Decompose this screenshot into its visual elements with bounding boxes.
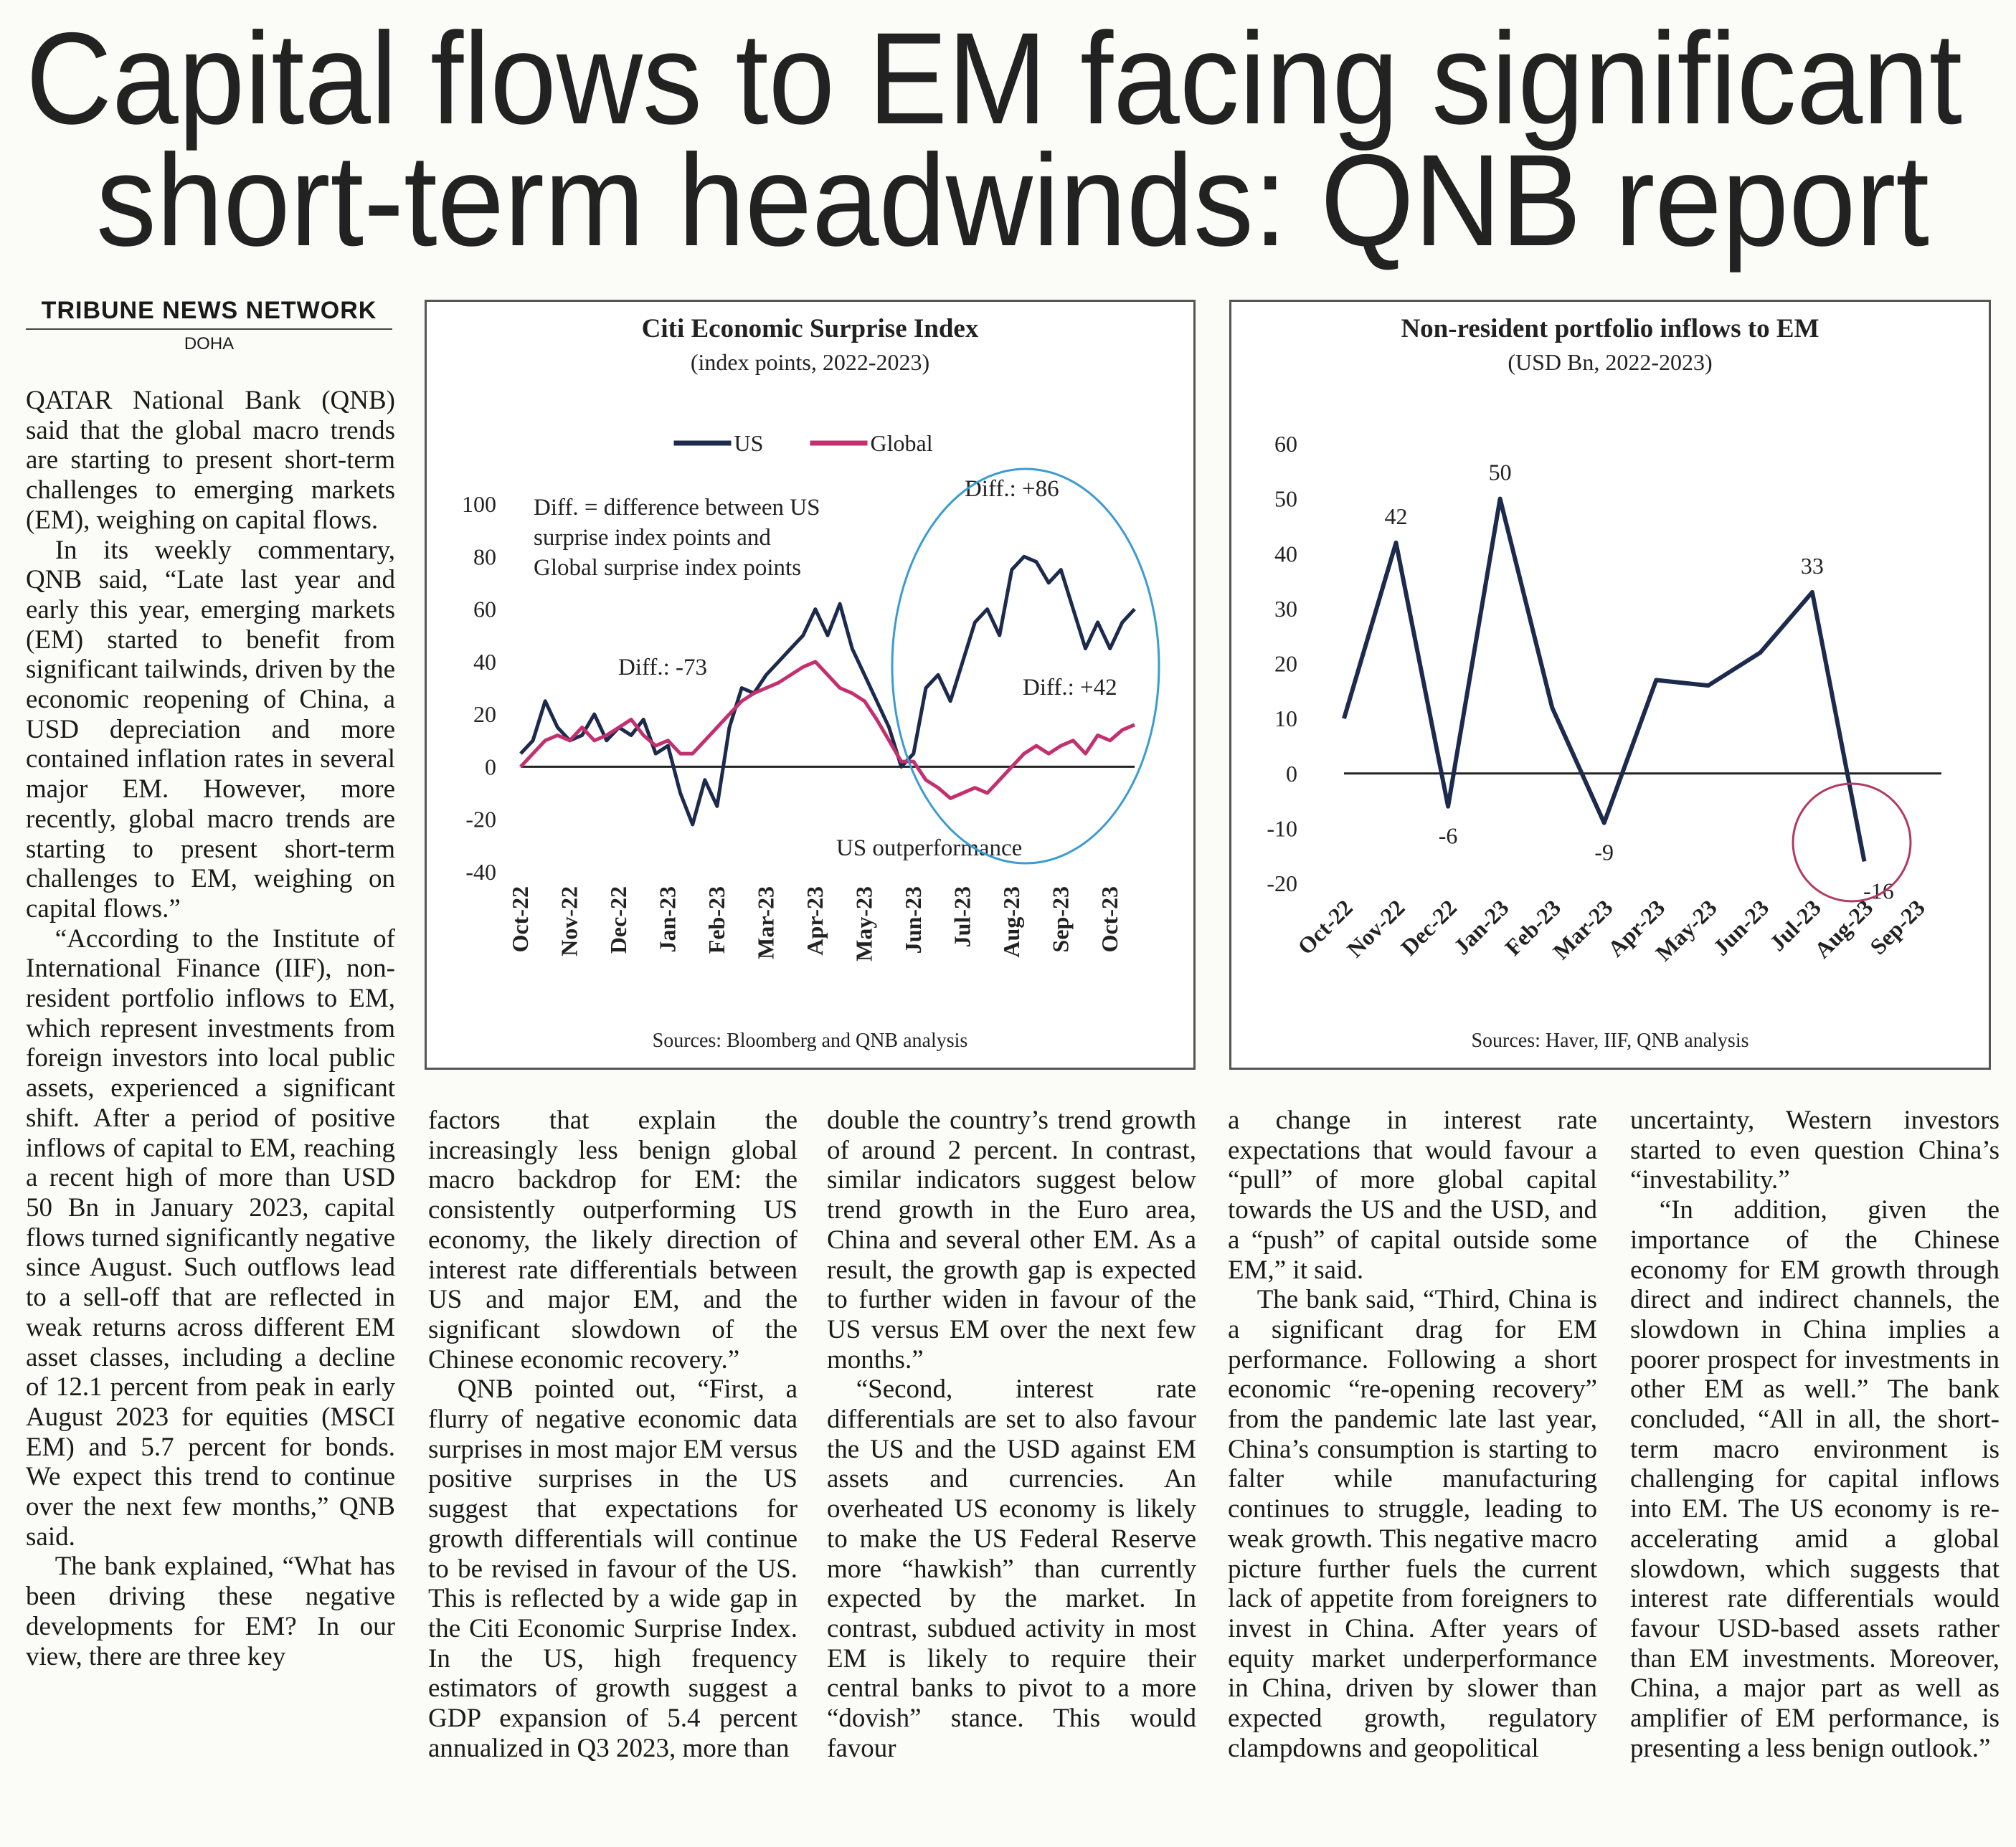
y-tick-label: -20 xyxy=(465,807,496,832)
y-tick-label: 60 xyxy=(473,597,496,622)
data-label: -9 xyxy=(1594,840,1614,865)
y-tick-label: 30 xyxy=(1274,596,1297,622)
x-tick-label: Aug-23 xyxy=(998,886,1024,958)
y-tick-label: 0 xyxy=(1286,761,1297,787)
y-tick-label: 10 xyxy=(1274,706,1297,731)
y-tick-label: 20 xyxy=(473,701,496,727)
annotation: Diff.: -73 xyxy=(618,655,707,680)
chart-subtitle: (index points, 2022-2023) xyxy=(691,349,929,375)
chart-source: Sources: Bloomberg and QNB analysis xyxy=(653,1030,968,1052)
data-line xyxy=(519,660,1135,800)
x-tick-label: Mar-23 xyxy=(752,886,778,959)
annotation: Diff.: +86 xyxy=(965,476,1059,502)
paragraph: In its weekly commentary, QNB said, “Lat… xyxy=(26,535,395,924)
paragraph: factors that explain the increasingly le… xyxy=(428,1106,798,1374)
data-label: -6 xyxy=(1439,823,1458,849)
y-tick-label: 20 xyxy=(1274,651,1297,677)
paragraph: a change in interest rate expectations t… xyxy=(1228,1106,1597,1285)
data-label: 50 xyxy=(1489,460,1512,485)
paragraph: QNB pointed out, “First, a flurry of neg… xyxy=(428,1374,798,1763)
x-tick-label: Jun-23 xyxy=(900,886,926,954)
y-tick-label: 60 xyxy=(1274,431,1297,457)
chart: Non-resident portfolio inflows to EM (USD… xyxy=(1229,300,1991,1070)
paragraph: The bank explained, “What has been drivi… xyxy=(26,1552,395,1671)
chart: Citi Economic Surprise Index (index point… xyxy=(425,300,1196,1070)
chart-title: Non-resident portfolio inflows to EM xyxy=(1401,314,1819,343)
x-tick-label: May-23 xyxy=(851,886,876,962)
x-tick-label: Feb-23 xyxy=(704,886,729,954)
paragraph: double the country’s trend growth of aro… xyxy=(827,1106,1196,1374)
highlight xyxy=(891,467,1160,865)
x-tick-label: Nov-22 xyxy=(556,886,582,956)
data-line xyxy=(519,554,1136,827)
x-tick-label: Jul-23 xyxy=(949,886,975,947)
annotation: surprise index points and xyxy=(534,525,771,551)
column: a change in interest rate expectations t… xyxy=(1228,1106,1597,1793)
legend-label: Global xyxy=(871,430,933,456)
y-tick-label: 0 xyxy=(485,754,496,779)
rule xyxy=(26,328,392,330)
headline-line: short-term headwinds: QNB report xyxy=(96,127,1929,272)
highlight xyxy=(1792,782,1912,903)
y-tick-label: 50 xyxy=(1274,486,1297,512)
chart-frame xyxy=(1229,300,1991,1070)
x-tick-label: Oct-22 xyxy=(507,886,533,952)
paragraph: The bank said, “Third, China is a signif… xyxy=(1228,1285,1597,1763)
x-tick-label: Oct-23 xyxy=(1097,886,1122,952)
x-tick-label: Jan-23 xyxy=(654,886,680,952)
column: double the country’s trend growth of aro… xyxy=(827,1106,1196,1793)
data-label: 33 xyxy=(1801,553,1824,579)
legend-label: US xyxy=(734,430,764,456)
paragraph: uncertainty, Western investors started t… xyxy=(1630,1106,2000,1195)
y-tick-label: -10 xyxy=(1267,815,1297,841)
y-tick-label: 40 xyxy=(473,649,496,675)
chart-title: Citi Economic Surprise Index xyxy=(642,314,979,343)
chart-source: Sources: Haver, IIF, QNB analysis xyxy=(1471,1030,1748,1052)
headline-line: Capital flows to EM facing significant xyxy=(26,5,1962,151)
byline: TRIBUNE NEWS NETWORK xyxy=(41,297,377,324)
chart-subtitle: (USD Bn, 2022-2023) xyxy=(1508,349,1712,375)
x-tick-label: Apr-23 xyxy=(802,886,828,956)
x-tick-label: Dec-22 xyxy=(605,886,631,954)
paragraph: “According to the Institute of Internati… xyxy=(26,924,395,1552)
y-tick-label: 80 xyxy=(473,543,496,569)
paragraph: QATAR National Bank (QNB) said that the … xyxy=(26,386,395,535)
y-tick-label: 100 xyxy=(462,491,496,517)
y-tick-label: -40 xyxy=(465,859,496,885)
paragraph: “Second, interest rate differentials are… xyxy=(827,1374,1196,1763)
paragraph: “In addition, given the importance of th… xyxy=(1630,1195,2000,1763)
chart-frame xyxy=(425,300,1196,1070)
x-tick-label: Sep-23 xyxy=(1047,886,1073,952)
column: uncertainty, Western investors started t… xyxy=(1630,1106,2000,1793)
column: QATAR National Bank (QNB) said that the … xyxy=(26,386,395,1793)
annotation: Diff.: +42 xyxy=(1023,675,1117,701)
dateline: DOHA xyxy=(184,334,235,353)
annotation: Global surprise index points xyxy=(534,555,801,581)
y-tick-label: 40 xyxy=(1274,541,1297,566)
annotation: Diff. = difference between US xyxy=(534,495,820,521)
data-line xyxy=(1342,496,1867,862)
y-tick-label: -20 xyxy=(1267,870,1297,896)
data-label: 42 xyxy=(1385,503,1408,529)
column: factors that explain the increasingly le… xyxy=(428,1106,798,1793)
headline: Capital flows to EM facing significant s… xyxy=(26,5,1962,272)
